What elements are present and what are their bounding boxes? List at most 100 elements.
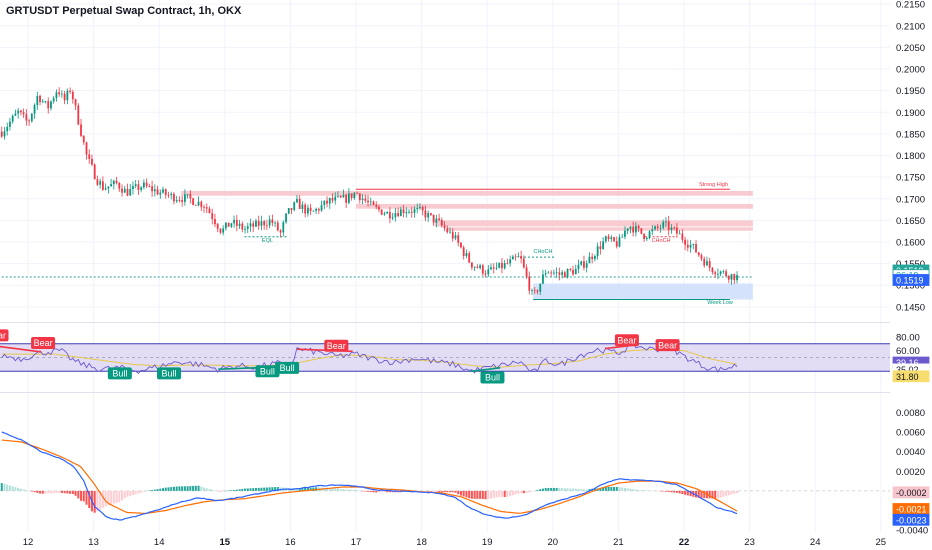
macd-hist-bar <box>58 490 61 493</box>
annotation-label: CHoCH <box>652 238 671 244</box>
candle-up <box>626 228 629 235</box>
rsi-pane[interactable]: Bear Bear Bear Bear Bear Bull Bull Bull Bull Bull <box>0 329 890 384</box>
macd-hist-bar <box>211 489 214 491</box>
candle-body <box>69 90 71 92</box>
macd-hist-bar <box>22 489 25 491</box>
strong-high-zone <box>180 190 753 196</box>
candle-body <box>203 207 205 209</box>
macd-hist-bar <box>531 490 534 492</box>
candle-down <box>58 87 61 97</box>
candle-up <box>473 266 476 272</box>
macd-hist-bar <box>175 486 178 491</box>
candle-down <box>63 90 66 105</box>
candle-body <box>0 131 3 137</box>
candle-down <box>703 256 706 268</box>
candle-body <box>380 209 383 215</box>
candle-body <box>293 202 296 211</box>
candle-down <box>304 202 307 218</box>
bull-label-box <box>275 361 300 374</box>
candle-body <box>252 223 255 227</box>
candle-body <box>9 121 11 127</box>
candle-down <box>462 245 465 260</box>
candle-up <box>11 114 14 124</box>
candle-body <box>604 236 607 242</box>
candle-up <box>588 252 591 264</box>
candle-body <box>30 113 33 122</box>
candle-body <box>356 192 358 194</box>
candle-down <box>438 213 440 222</box>
candle-up <box>246 222 249 233</box>
candle-body <box>238 223 241 226</box>
candle-body <box>309 207 312 211</box>
time-tick-label: 22 <box>679 537 690 548</box>
candle-down <box>460 241 462 249</box>
candle-body <box>580 261 583 265</box>
candle-down <box>290 207 293 214</box>
macd-value-tag-text: -0.0021 <box>896 504 927 514</box>
candle-up <box>651 225 654 236</box>
macd-hist-bar <box>459 490 462 496</box>
macd-hist-bar <box>129 490 132 496</box>
candle-body <box>257 220 260 226</box>
price-pane[interactable]: Strong High Week Low EQL CHoCH CHoCH <box>0 87 753 306</box>
candle-down <box>522 255 525 269</box>
macd-hist-bar <box>613 486 616 491</box>
candle-body <box>320 205 323 211</box>
candle-up <box>531 288 533 295</box>
candle-body <box>82 135 85 143</box>
macd-hist-bar <box>186 486 189 491</box>
rsi-value-tag-text: 39.16 <box>896 358 919 368</box>
macd-hist-bar <box>69 490 72 494</box>
candle-up <box>222 225 225 236</box>
candle-body <box>167 194 170 196</box>
candle-up <box>315 207 317 215</box>
bear-label-text: Bear <box>327 341 346 351</box>
macd-hist-bar <box>183 486 186 491</box>
candle-up <box>260 215 263 231</box>
candle-body <box>566 269 569 278</box>
candle-down <box>69 87 71 94</box>
macd-hist-bar <box>547 487 550 491</box>
bear-label: Bear <box>31 337 56 350</box>
bull-label: Bull <box>157 367 182 380</box>
candle-body <box>727 276 730 280</box>
candle-down <box>375 201 378 210</box>
macd-hist-bar <box>60 490 63 493</box>
macd-signal-line <box>1 439 738 514</box>
candle-up <box>449 227 451 234</box>
candle-body <box>542 274 544 284</box>
macd-hist-bar <box>424 490 427 492</box>
macd-hist-bar <box>621 487 624 491</box>
candle-up <box>162 186 164 194</box>
candle-body <box>563 272 566 278</box>
candle-down <box>684 236 686 251</box>
macd-hist-bar <box>208 489 211 491</box>
candle-up <box>17 107 20 119</box>
candle-up <box>454 232 457 241</box>
candle-body <box>290 208 293 211</box>
candle-up <box>479 263 481 270</box>
candle-body <box>306 207 309 214</box>
candle-down <box>47 97 50 114</box>
candle-down <box>476 264 479 269</box>
candle-body <box>547 272 550 274</box>
bull-label-box <box>255 365 280 378</box>
macd-pane[interactable] <box>0 431 890 521</box>
candle-body <box>331 198 334 201</box>
candle-body <box>397 213 399 217</box>
candle-down <box>345 193 348 209</box>
macd-hist-bar <box>265 487 268 491</box>
macd-hist-bar <box>522 490 525 494</box>
candle-body <box>298 198 301 209</box>
candle-body <box>145 182 148 187</box>
candle-down <box>214 213 216 227</box>
macd-hist-bar <box>162 488 165 491</box>
macd-hist-bar <box>216 490 219 492</box>
candle-body <box>719 271 722 274</box>
macd-hist-bar <box>555 487 558 491</box>
macd-hist-bar <box>727 490 730 496</box>
macd-hist-bar <box>681 490 684 495</box>
candle-body <box>451 231 454 239</box>
